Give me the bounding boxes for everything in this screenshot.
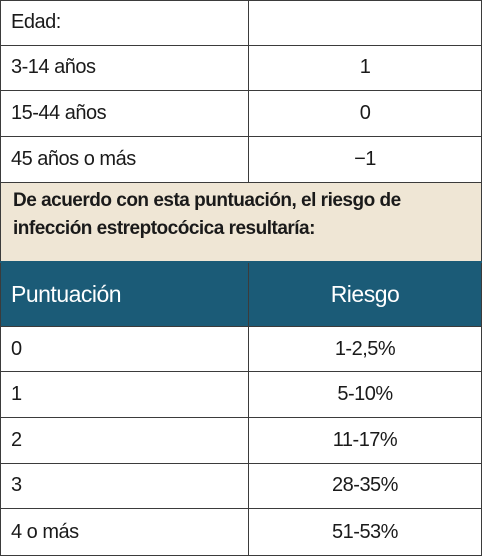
risk-cell: 51-53% [248, 508, 482, 556]
risk-cell: 28-35% [248, 462, 482, 510]
table-row: 3-14 años 1 [0, 44, 482, 92]
table-row: 0 1-2,5% [0, 325, 482, 373]
age-range-label: 3-14 años [0, 44, 249, 92]
table-row: 15-44 años 0 [0, 90, 482, 137]
score-cell: 1 [0, 371, 249, 418]
risk-cell: 1-2,5% [248, 325, 482, 373]
age-header-value [248, 0, 482, 46]
age-header-row: Edad: [0, 0, 482, 46]
score-cell: 4 o más [0, 508, 249, 556]
risk-cell: 11-17% [248, 416, 482, 464]
table-row: 4 o más 51-53% [0, 508, 482, 556]
column-header-row: Puntuación Riesgo [0, 261, 482, 327]
age-points-value: 1 [248, 44, 482, 92]
age-points-value: 0 [248, 90, 482, 137]
risk-cell: 5-10% [248, 371, 482, 418]
table-row: 3 28-35% [0, 462, 482, 510]
age-range-label: 15-44 años [0, 90, 249, 137]
table-row: 45 años o más −1 [0, 135, 482, 183]
column-header-risk: Riesgo [248, 261, 482, 327]
column-header-score: Puntuación [0, 261, 249, 327]
score-cell: 2 [0, 416, 249, 464]
score-cell: 0 [0, 325, 249, 373]
risk-note-text: De acuerdo con esta puntuación, el riesg… [0, 181, 482, 263]
note-row: De acuerdo con esta puntuación, el riesg… [0, 181, 482, 263]
score-cell: 3 [0, 462, 249, 510]
age-range-label: 45 años o más [0, 135, 249, 183]
age-points-value: −1 [248, 135, 482, 183]
table-row: 2 11-17% [0, 416, 482, 464]
table-row: 1 5-10% [0, 371, 482, 418]
age-header-label: Edad: [0, 0, 249, 46]
